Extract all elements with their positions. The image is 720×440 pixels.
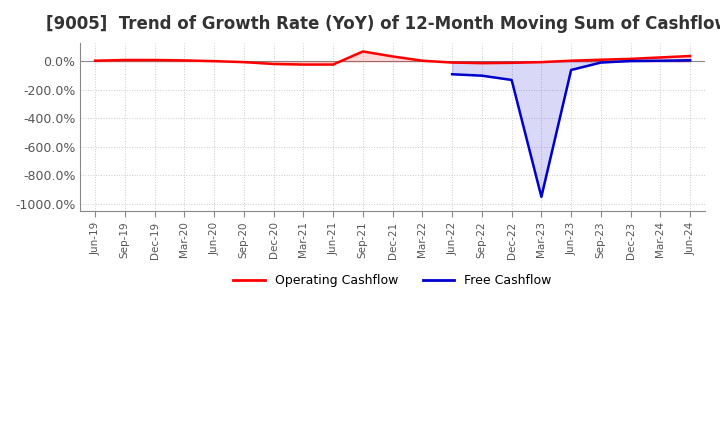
Title: [9005]  Trend of Growth Rate (YoY) of 12-Month Moving Sum of Cashflows: [9005] Trend of Growth Rate (YoY) of 12-…	[46, 15, 720, 33]
Legend: Operating Cashflow, Free Cashflow: Operating Cashflow, Free Cashflow	[228, 269, 557, 292]
